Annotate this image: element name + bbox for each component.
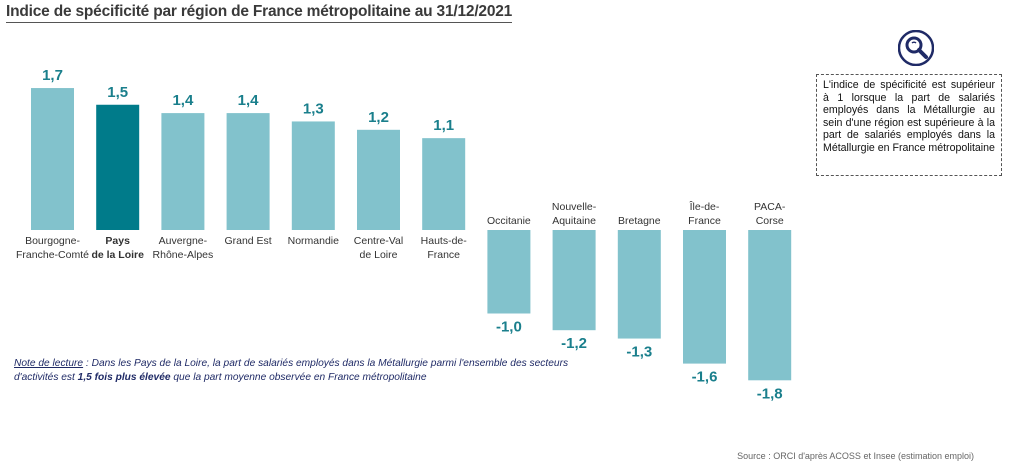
value-label-7: -1,0 [496, 319, 522, 336]
bar-9 [617, 230, 661, 339]
reading-note-bold: 1,5 fois plus élevée [77, 372, 171, 383]
reading-note-text-end: que la part moyenne observée en France m… [170, 372, 427, 383]
bar-2 [161, 113, 205, 230]
category-label-10-0: Île-de- [689, 200, 720, 213]
value-label-0: 1,7 [42, 67, 63, 84]
category-label-10-1: France [688, 215, 721, 227]
category-label-5-0: Centre-Val [354, 235, 403, 247]
category-label-8-1: Aquitaine [552, 215, 596, 227]
chart-title: Indice de spécificité par région de Fran… [6, 3, 512, 23]
value-label-6: 1,1 [433, 117, 454, 134]
reading-note: Note de lecture : Dans les Pays de la Lo… [14, 357, 574, 385]
bar-6 [422, 138, 466, 230]
category-label-6-0: Hauts-de- [421, 235, 468, 247]
bar-8 [552, 230, 596, 331]
bar-10 [683, 230, 726, 364]
reading-note-text: : Dans les Pays de la Loire, la part de … [14, 358, 569, 383]
value-label-8: -1,2 [561, 335, 587, 352]
category-label-1-1: de la Loire [91, 249, 144, 261]
category-label-8-0: Nouvelle- [552, 201, 597, 213]
value-label-11: -1,8 [757, 385, 783, 402]
value-label-1: 1,5 [107, 84, 128, 101]
category-label-1-0: Pays [105, 235, 130, 247]
value-label-5: 1,2 [368, 109, 389, 126]
category-label-7-0: Occitanie [487, 215, 531, 227]
bar-11 [748, 230, 792, 381]
category-label-11-1: Corse [756, 215, 784, 227]
category-label-2-1: Rhône-Alpes [153, 249, 214, 261]
bar-5 [357, 129, 400, 230]
category-label-3-0: Grand Est [224, 235, 271, 247]
source-text: Source : ORCI d'après ACOSS et Insee (es… [737, 451, 974, 461]
category-label-2-0: Auvergne- [159, 235, 208, 247]
category-label-4-0: Normandie [288, 235, 340, 247]
value-label-2: 1,4 [172, 92, 194, 109]
value-label-9: -1,3 [626, 344, 652, 361]
category-label-9-0: Bretagne [618, 215, 661, 227]
bar-7 [487, 230, 531, 314]
bar-4 [291, 121, 335, 230]
bar-1 [96, 104, 140, 230]
category-label-11-0: PACA- [754, 201, 786, 213]
reading-note-label: Note de lecture [14, 358, 84, 369]
info-box: L'indice de spécificité est supérieur à … [816, 74, 1002, 176]
category-label-6-1: France [427, 249, 460, 261]
category-label-5-1: de Loire [360, 249, 398, 261]
category-label-0-0: Bourgogne- [25, 235, 80, 247]
bar-3 [226, 113, 270, 230]
search-icon [898, 30, 934, 66]
category-label-0-1: Franche-Comté [16, 249, 89, 261]
value-label-4: 1,3 [303, 100, 324, 117]
value-label-10: -1,6 [692, 369, 718, 386]
value-label-3: 1,4 [238, 92, 260, 109]
bar-0 [31, 88, 74, 230]
